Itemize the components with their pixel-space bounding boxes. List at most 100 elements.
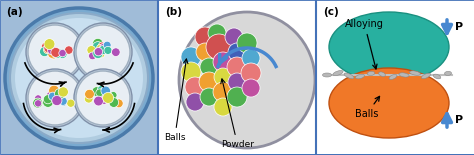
Circle shape — [43, 96, 54, 107]
Circle shape — [52, 48, 63, 58]
Circle shape — [35, 100, 42, 107]
Circle shape — [227, 87, 247, 107]
Circle shape — [35, 95, 42, 102]
Ellipse shape — [356, 74, 365, 79]
Circle shape — [44, 43, 54, 53]
Ellipse shape — [399, 73, 409, 77]
Text: (c): (c) — [323, 7, 339, 17]
Text: (a): (a) — [6, 7, 23, 17]
Ellipse shape — [379, 72, 385, 76]
Circle shape — [42, 42, 50, 51]
Circle shape — [93, 48, 103, 58]
Circle shape — [213, 82, 233, 102]
Text: Alloying: Alloying — [345, 19, 384, 69]
Circle shape — [64, 46, 73, 54]
Circle shape — [181, 62, 201, 82]
Circle shape — [96, 89, 103, 97]
Circle shape — [26, 23, 84, 81]
Circle shape — [94, 96, 103, 106]
Circle shape — [47, 46, 57, 55]
Circle shape — [213, 52, 233, 72]
Text: Balls: Balls — [355, 96, 380, 119]
Circle shape — [241, 63, 261, 83]
Circle shape — [33, 98, 43, 108]
Circle shape — [228, 43, 246, 61]
Circle shape — [179, 12, 315, 148]
Circle shape — [110, 92, 117, 99]
Circle shape — [59, 97, 67, 105]
Circle shape — [94, 48, 102, 56]
Bar — [317, 1, 474, 154]
Circle shape — [51, 47, 61, 57]
Circle shape — [49, 49, 58, 59]
Ellipse shape — [445, 71, 452, 75]
Circle shape — [181, 47, 201, 67]
Circle shape — [84, 94, 93, 103]
Circle shape — [59, 49, 66, 57]
Circle shape — [92, 38, 103, 49]
Ellipse shape — [15, 18, 143, 138]
Circle shape — [227, 57, 247, 77]
Circle shape — [110, 95, 118, 103]
Ellipse shape — [389, 74, 397, 80]
Circle shape — [58, 87, 68, 97]
Circle shape — [186, 93, 204, 111]
Circle shape — [76, 25, 130, 79]
Circle shape — [101, 86, 110, 96]
Circle shape — [39, 47, 49, 57]
Ellipse shape — [421, 73, 430, 79]
Text: P: P — [455, 22, 463, 32]
Circle shape — [99, 94, 109, 104]
Circle shape — [89, 52, 96, 60]
Circle shape — [46, 91, 56, 101]
Circle shape — [214, 68, 232, 86]
Circle shape — [111, 48, 120, 57]
Circle shape — [208, 24, 226, 42]
Bar — [1, 1, 158, 154]
Circle shape — [28, 71, 82, 125]
Text: P: P — [455, 115, 463, 125]
Circle shape — [185, 77, 205, 97]
Circle shape — [98, 42, 106, 50]
Circle shape — [237, 33, 257, 53]
Circle shape — [100, 43, 109, 53]
Circle shape — [60, 99, 67, 106]
Circle shape — [97, 85, 106, 94]
Circle shape — [104, 46, 112, 54]
Circle shape — [55, 89, 65, 99]
Circle shape — [57, 49, 67, 59]
Text: Powder: Powder — [221, 79, 254, 149]
Circle shape — [99, 45, 108, 54]
Circle shape — [44, 95, 53, 104]
Circle shape — [109, 95, 117, 103]
Ellipse shape — [329, 12, 449, 82]
Circle shape — [48, 49, 55, 57]
Circle shape — [28, 25, 82, 79]
Circle shape — [74, 69, 132, 127]
Circle shape — [44, 46, 51, 54]
Circle shape — [100, 44, 109, 53]
Circle shape — [44, 39, 55, 50]
Circle shape — [92, 87, 101, 96]
Circle shape — [74, 23, 132, 81]
Circle shape — [199, 72, 219, 92]
Circle shape — [41, 49, 48, 56]
Circle shape — [102, 92, 114, 103]
Circle shape — [242, 79, 260, 97]
Ellipse shape — [5, 8, 153, 148]
Circle shape — [76, 71, 130, 125]
Circle shape — [200, 88, 218, 106]
Circle shape — [200, 58, 218, 76]
Circle shape — [114, 99, 123, 108]
Circle shape — [85, 89, 94, 99]
Circle shape — [228, 73, 246, 91]
Text: Balls: Balls — [164, 59, 188, 142]
Circle shape — [52, 95, 62, 106]
Circle shape — [225, 28, 243, 46]
Circle shape — [48, 50, 56, 58]
Circle shape — [87, 46, 96, 55]
Circle shape — [48, 92, 57, 100]
Circle shape — [100, 86, 111, 97]
Ellipse shape — [344, 73, 354, 79]
Circle shape — [26, 69, 84, 127]
